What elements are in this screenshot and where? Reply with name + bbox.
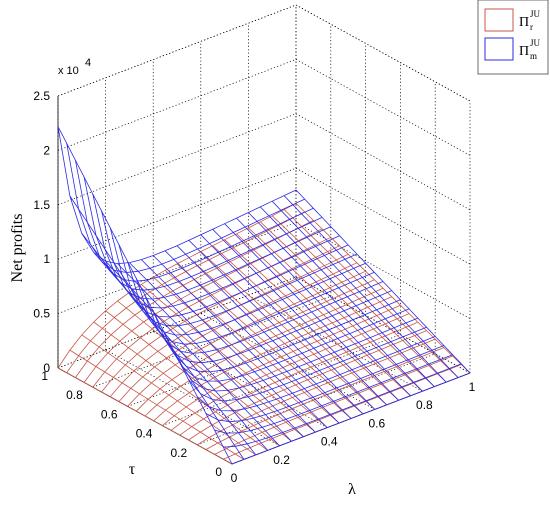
retailer-mesh-line-tau-20 bbox=[295, 203, 471, 374]
legend-sub-manufacturer: m bbox=[530, 51, 537, 61]
z-tick-label: 2.5 bbox=[33, 89, 50, 103]
retailer-mesh-line-tau-12 bbox=[200, 251, 376, 410]
grid-line-z-side-4 bbox=[295, 59, 471, 156]
retailer-mesh-line-tau-19 bbox=[283, 209, 459, 378]
manufacturer-mesh-line-tau-17 bbox=[260, 206, 435, 387]
y-tick-label: 0.8 bbox=[66, 388, 83, 402]
series-manufacturer-surface bbox=[57, 126, 471, 465]
legend-swatch-retailer bbox=[484, 8, 514, 32]
manufacturer-mesh-line-tau-20 bbox=[295, 189, 471, 374]
legend-base-manufacturer: Π bbox=[519, 44, 529, 59]
y-axis-label: τ bbox=[129, 461, 136, 478]
manufacturer-mesh-line-lambda-18 bbox=[75, 160, 314, 282]
legend-base-retailer: Π bbox=[519, 15, 529, 30]
grid-line-z-back-3 bbox=[57, 113, 297, 206]
manufacturer-mesh-line-lambda-19 bbox=[66, 143, 305, 273]
manufacturer-mesh-line-lambda-11 bbox=[135, 271, 375, 345]
retailer-mesh-line-lambda-11 bbox=[136, 279, 375, 412]
legend-sup-retailer: JU bbox=[530, 9, 541, 19]
grid-line-z-side-2 bbox=[295, 167, 471, 265]
series-retailer-surface bbox=[57, 203, 471, 465]
manufacturer-mesh-line-lambda-10 bbox=[144, 281, 384, 354]
x-tick-label: 0.8 bbox=[416, 398, 433, 412]
z-axis-label: Net profits bbox=[9, 214, 26, 283]
manufacturer-mesh-line-lambda-12 bbox=[127, 261, 366, 336]
legend-entry-retailer: Π JU r bbox=[484, 8, 541, 32]
manufacturer-mesh-line-lambda-15 bbox=[101, 210, 340, 309]
manufacturer-mesh-line-tau-19 bbox=[283, 195, 459, 378]
z-scale-exponent: 4 bbox=[85, 57, 91, 69]
manufacturer-mesh-line-tau-18 bbox=[271, 200, 447, 383]
grid-line-floor-tau-2 bbox=[162, 334, 401, 426]
retailer-mesh-line-tau-16 bbox=[248, 227, 423, 392]
legend: Π JU r Π JU m bbox=[477, 0, 549, 75]
grid-line-z-back-1 bbox=[57, 222, 297, 314]
manufacturer-mesh-line-tau-13 bbox=[212, 229, 387, 406]
box-top-back bbox=[57, 4, 297, 97]
retailer-mesh-line-lambda-14 bbox=[109, 253, 349, 398]
legend-sup-manufacturer: JU bbox=[530, 38, 541, 48]
z-scale-multiplier: x 10 bbox=[58, 65, 79, 77]
retailer-mesh-line-tau-15 bbox=[236, 233, 411, 397]
legend-entry-manufacturer: Π JU m bbox=[484, 37, 541, 61]
manufacturer-mesh-line-tau-15 bbox=[236, 217, 411, 397]
y-tick-label: 0.2 bbox=[171, 446, 188, 460]
z-tick-label: 1.5 bbox=[33, 198, 50, 212]
z-tick-label: 1 bbox=[43, 252, 50, 266]
retailer-mesh-line-lambda-12 bbox=[127, 270, 366, 407]
manufacturer-mesh-line-tau-16 bbox=[248, 212, 423, 392]
retailer-mesh-line-tau-18 bbox=[271, 215, 447, 383]
legend-sub-retailer: r bbox=[530, 22, 533, 32]
retailer-mesh-line-tau-13 bbox=[212, 245, 387, 406]
grid-line-z-side-3 bbox=[295, 113, 471, 211]
manufacturer-mesh-line-tau-12 bbox=[200, 234, 376, 410]
x-tick-label: 0.4 bbox=[321, 435, 338, 449]
grid-line-z-back-4 bbox=[57, 59, 297, 151]
manufacturer-mesh-line-tau-14 bbox=[224, 223, 399, 401]
retailer-mesh-line-tau-17 bbox=[260, 221, 435, 387]
manufacturer-mesh-line-lambda-14 bbox=[109, 227, 349, 318]
retailer-mesh-line-tau-14 bbox=[224, 239, 399, 401]
x-axis-label: λ bbox=[348, 481, 356, 498]
y-tick-label: 1 bbox=[41, 369, 48, 383]
grid-line-floor-lambda-3 bbox=[200, 313, 375, 410]
retailer-mesh-line-tau-11 bbox=[188, 257, 364, 415]
x-tick-label: 0.2 bbox=[273, 453, 290, 467]
manufacturer-mesh-line-lambda-16 bbox=[92, 193, 331, 300]
z-tick-label: 0 bbox=[43, 361, 50, 375]
manufacturer-mesh-line-lambda-20 bbox=[57, 126, 297, 265]
x-tick-label: 0.6 bbox=[368, 416, 385, 430]
retailer-mesh-line-lambda-4 bbox=[196, 338, 436, 446]
y-tick-label: 0.6 bbox=[101, 407, 118, 421]
y-tick-label: 0.4 bbox=[136, 427, 153, 441]
box-top-side bbox=[295, 4, 471, 102]
manufacturer-mesh-line-lambda-13 bbox=[118, 244, 358, 327]
manufacturer-mesh-line-lambda-17 bbox=[83, 177, 323, 291]
x-tick-label: 0 bbox=[231, 471, 238, 485]
retailer-mesh-line-lambda-10 bbox=[144, 287, 384, 417]
z-tick-label: 2 bbox=[43, 143, 50, 157]
grid-line-floor-lambda-1 bbox=[105, 349, 280, 447]
grid-line-floor-lambda-2 bbox=[153, 331, 328, 428]
grid-line-floor-lambda-4 bbox=[248, 294, 423, 392]
grid-line-z-side-1 bbox=[295, 222, 471, 319]
y-tick-label: 0 bbox=[215, 465, 222, 479]
z-tick-label: 0.5 bbox=[33, 307, 50, 321]
legend-swatch-manufacturer bbox=[484, 37, 514, 61]
retailer-mesh-line-lambda-20 bbox=[57, 203, 297, 369]
manufacturer-mesh-line-tau-11 bbox=[188, 240, 364, 415]
axes-box bbox=[57, 4, 471, 465]
x-tick-label: 1 bbox=[469, 380, 476, 394]
